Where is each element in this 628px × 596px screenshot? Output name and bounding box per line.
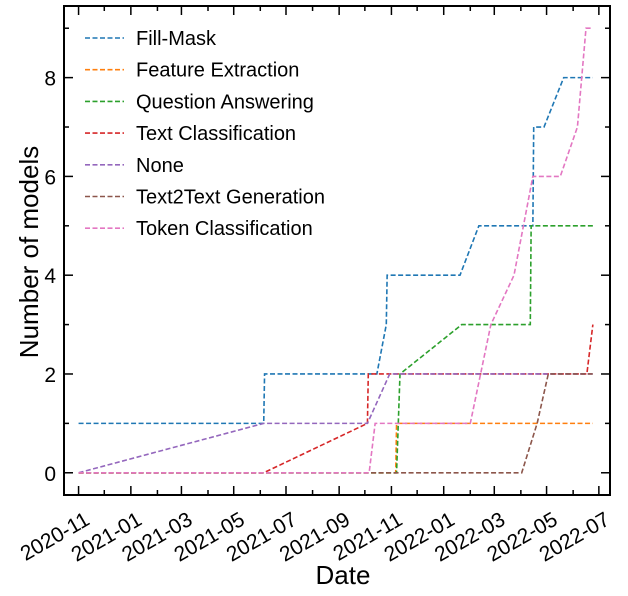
x-axis-label: Date [316,560,371,590]
legend-entry: Question Answering [136,91,314,113]
legend: Fill-Mask Feature Extraction Question Answ… [85,28,325,240]
series-line-7 [78,27,593,474]
legend-entry: Token Classification [136,218,313,240]
y-tick-label: 4 [44,265,56,288]
series-line-2 [78,422,593,474]
y-axis-label: Number of models [14,146,44,358]
series-line-4 [78,324,594,474]
legend-entry: None [136,155,184,177]
y-tick-label: 6 [44,166,56,189]
series-line-1 [78,76,593,425]
legend-entry: Fill-Mask [136,28,217,50]
chart-marks [78,27,594,474]
series-line-5 [78,373,593,474]
y-tick-label: 0 [44,463,56,486]
plot-frame [63,5,611,496]
y-tick-label: 8 [44,68,56,91]
legend-entry: Text Classification [136,123,296,145]
axis-ticks: 024682020-112021-012021-032021-052021-07… [17,6,614,566]
series-line-6 [78,373,593,474]
legend-entry: Feature Extraction [136,60,299,82]
y-tick-label: 2 [44,364,56,387]
legend-entry: Text2Text Generation [136,187,325,209]
